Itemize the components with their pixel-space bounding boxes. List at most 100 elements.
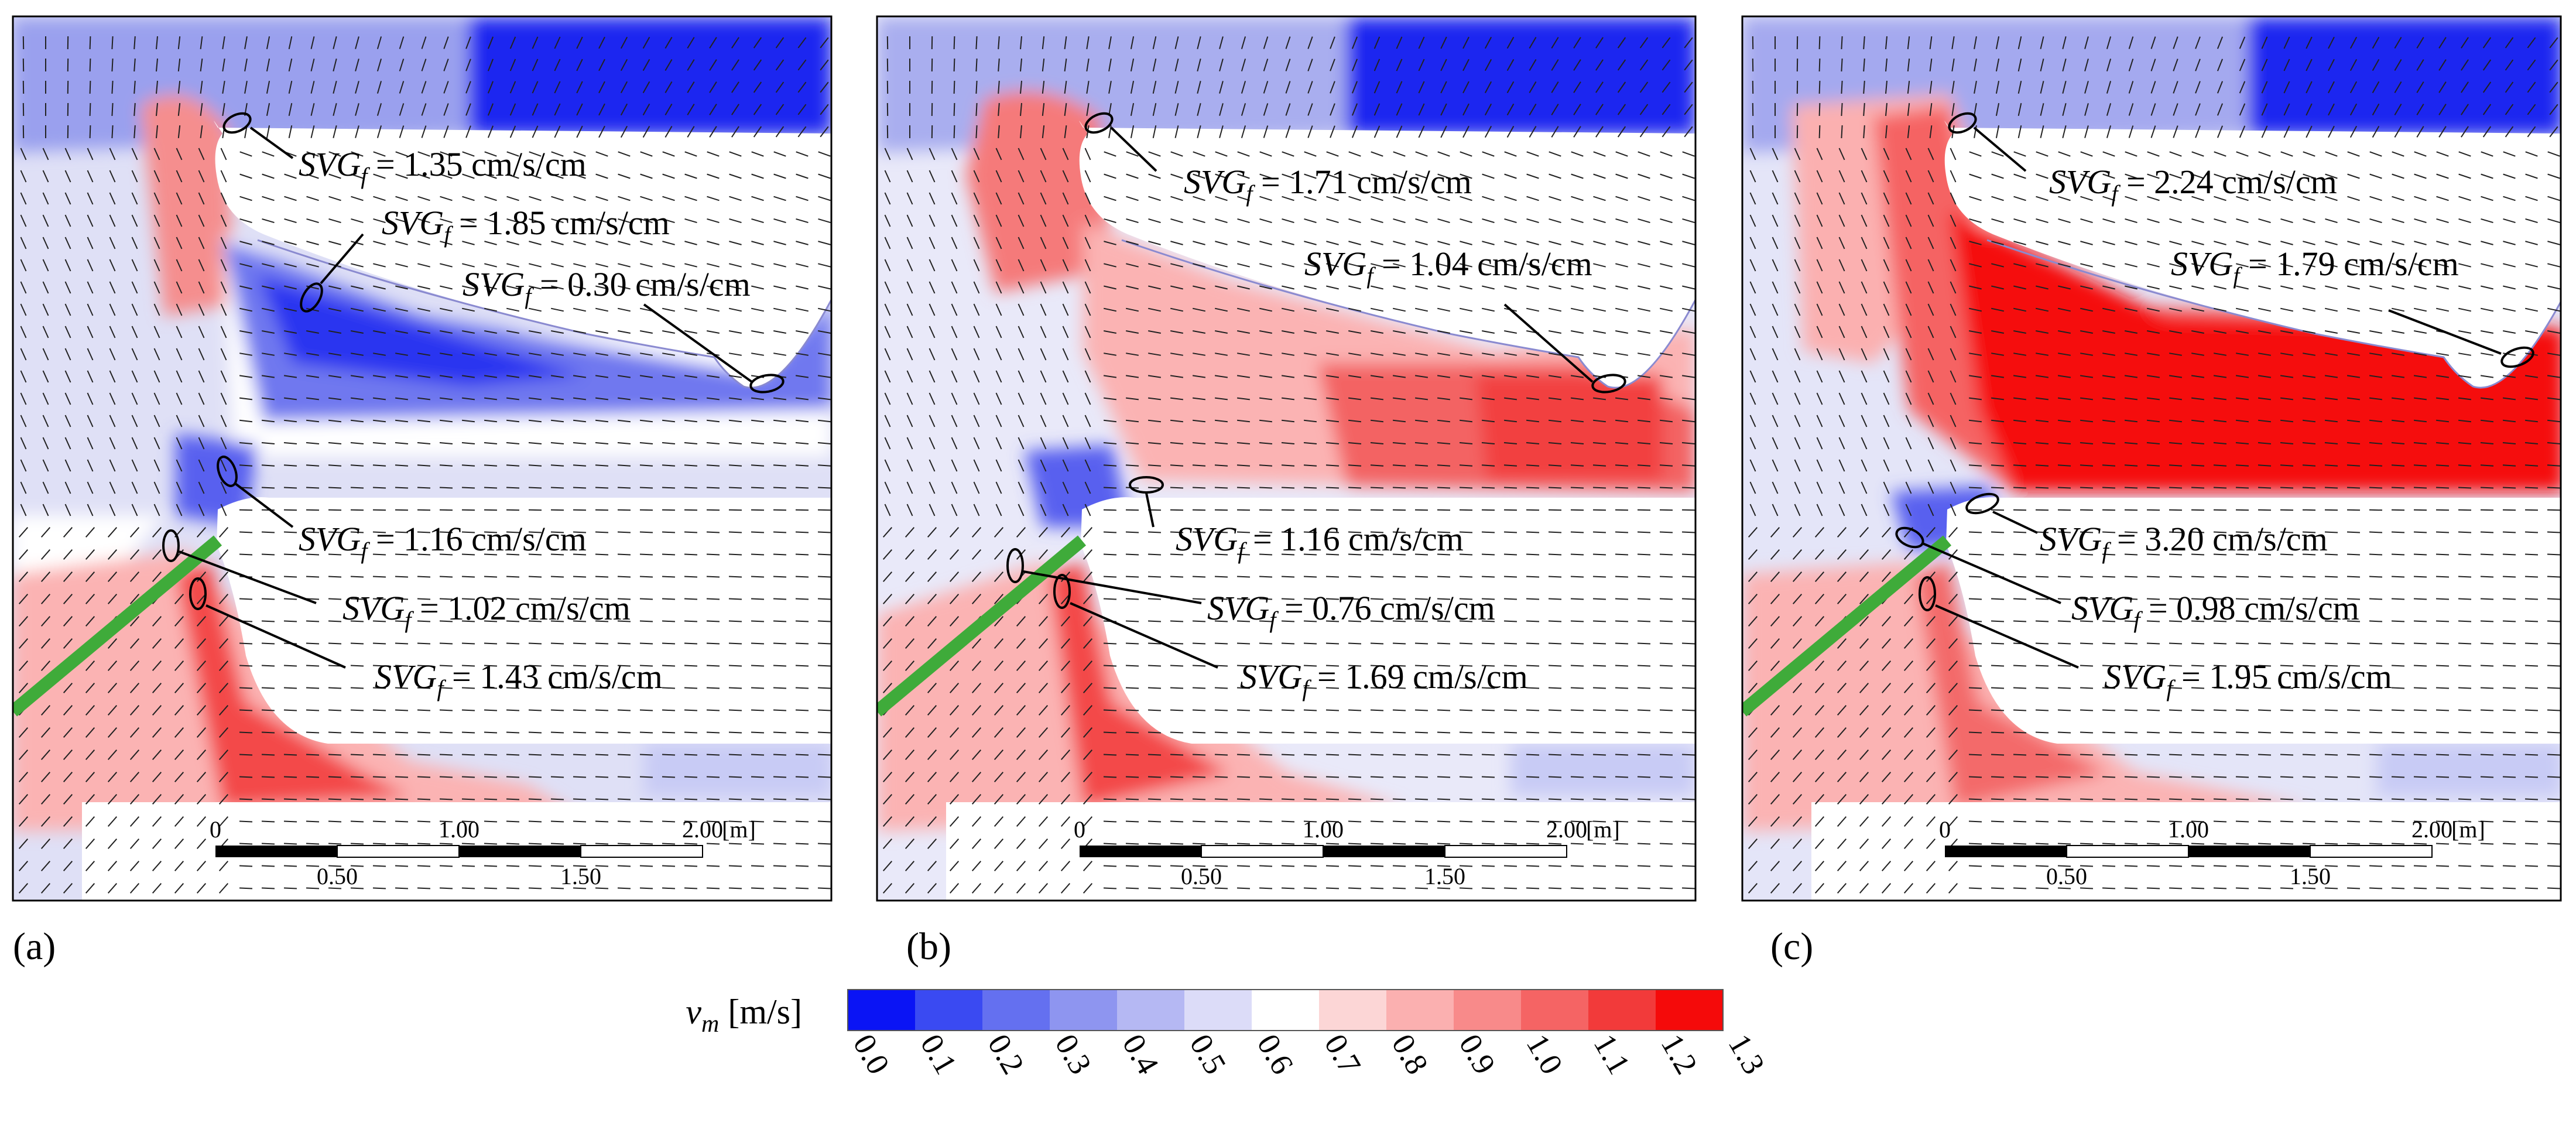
velocity-vector <box>818 888 831 889</box>
velocity-vector <box>2392 710 2404 711</box>
panel-b-annotation-5: SVGf = 1.69 cm/s/cm <box>1240 658 1528 701</box>
velocity-vector <box>2325 510 2338 511</box>
velocity-vector <box>306 621 319 622</box>
velocity-vector <box>2481 599 2493 600</box>
velocity-vector <box>1593 799 1606 800</box>
velocity-vector <box>328 777 341 778</box>
velocity-vector <box>773 532 786 533</box>
svg-text:1.50: 1.50 <box>560 863 601 889</box>
velocity-vector <box>440 710 453 711</box>
velocity-vector <box>1969 799 1982 800</box>
velocity-vector <box>2102 888 2115 889</box>
velocity-vector <box>2503 710 2516 711</box>
velocity-vector <box>1460 777 1472 778</box>
velocity-vector <box>373 777 386 778</box>
velocity-vector <box>2325 799 2338 800</box>
velocity-vector <box>2214 777 2226 778</box>
velocity-vector <box>2503 510 2516 511</box>
velocity-vector <box>595 510 608 511</box>
velocity-vector <box>2525 532 2538 533</box>
colorbar-tick-label: 1.2 <box>1654 1028 1705 1080</box>
velocity-vector <box>2392 465 2404 466</box>
velocity-vector <box>1437 777 1450 778</box>
velocity-vector <box>484 465 497 466</box>
velocity-vector <box>2258 888 2271 889</box>
colorbar-tick-label: 1.3 <box>1722 1028 1772 1080</box>
velocity-vector <box>1237 465 1250 466</box>
velocity-vector <box>2102 777 2115 778</box>
velocity-vector <box>2303 799 2315 800</box>
velocity-vector <box>1126 799 1139 800</box>
velocity-vector <box>1482 799 1495 800</box>
velocity-vector <box>2125 799 2137 800</box>
velocity-vector <box>1393 510 1406 511</box>
velocity-vector <box>2458 888 2471 889</box>
velocity-vector <box>373 799 386 800</box>
velocity-vector <box>417 888 430 889</box>
velocity-vector <box>662 621 675 622</box>
velocity-vector <box>239 777 252 778</box>
velocity-vector <box>1638 866 1650 867</box>
velocity-vector <box>417 465 430 466</box>
velocity-vector <box>2481 510 2493 511</box>
velocity-vector <box>773 510 786 511</box>
velocity-vector <box>1415 510 1428 511</box>
velocity-vector <box>1237 710 1250 711</box>
velocity-vector <box>1282 799 1294 800</box>
velocity-vector <box>2080 777 2093 778</box>
velocity-vector <box>2414 777 2427 778</box>
velocity-vector <box>373 510 386 511</box>
velocity-vector <box>2392 621 2404 622</box>
velocity-vector <box>1126 510 1139 511</box>
velocity-vector <box>1304 799 1317 800</box>
velocity-vector <box>796 866 809 867</box>
velocity-vector <box>751 866 764 867</box>
velocity-vector <box>976 59 977 71</box>
velocity-vector <box>2525 888 2538 889</box>
velocity-vector <box>1593 532 1606 533</box>
velocity-vector <box>551 777 564 778</box>
velocity-vector <box>262 888 275 889</box>
velocity-vector <box>1526 866 1539 867</box>
velocity-vector <box>2436 465 2449 466</box>
velocity-vector <box>90 103 91 116</box>
velocity-vector <box>328 710 341 711</box>
velocity-vector <box>2414 799 2427 800</box>
velocity-vector <box>262 799 275 800</box>
velocity-vector <box>262 710 275 711</box>
velocity-vector <box>1660 599 1673 600</box>
velocity-vector <box>1460 799 1472 800</box>
velocity-vector <box>1549 532 1561 533</box>
velocity-vector <box>707 465 720 466</box>
velocity-vector <box>2347 866 2360 867</box>
velocity-vector <box>1549 888 1561 889</box>
velocity-vector <box>1549 599 1561 600</box>
velocity-vector <box>640 866 653 867</box>
velocity-vector <box>1969 777 1982 778</box>
velocity-vector <box>2392 888 2404 889</box>
velocity-vector <box>1504 888 1517 889</box>
velocity-vector <box>1415 799 1428 800</box>
velocity-vector <box>1393 777 1406 778</box>
panel-a-annotation-6: SVGf = 1.43 cm/s/cm <box>375 658 663 701</box>
velocity-vector <box>2369 599 2382 600</box>
velocity-vector <box>2347 510 2360 511</box>
velocity-vector <box>2303 710 2315 711</box>
velocity-vector <box>1526 777 1539 778</box>
velocity-vector <box>373 465 386 466</box>
velocity-vector <box>90 81 91 94</box>
velocity-vector <box>1593 599 1606 600</box>
velocity-vector <box>796 510 809 511</box>
velocity-vector <box>506 777 519 778</box>
velocity-vector <box>462 510 475 511</box>
velocity-vector <box>1549 710 1561 711</box>
velocity-vector <box>751 710 764 711</box>
velocity-vector <box>1549 866 1561 867</box>
velocity-vector <box>595 465 608 466</box>
velocity-vector <box>2102 866 2115 867</box>
velocity-vector <box>1371 799 1383 800</box>
velocity-vector <box>262 866 275 867</box>
velocity-vector <box>2147 777 2160 778</box>
panel-b-annotation-2: SVGf = 1.04 cm/s/cm <box>1304 245 1592 289</box>
velocity-vector <box>1326 465 1339 466</box>
